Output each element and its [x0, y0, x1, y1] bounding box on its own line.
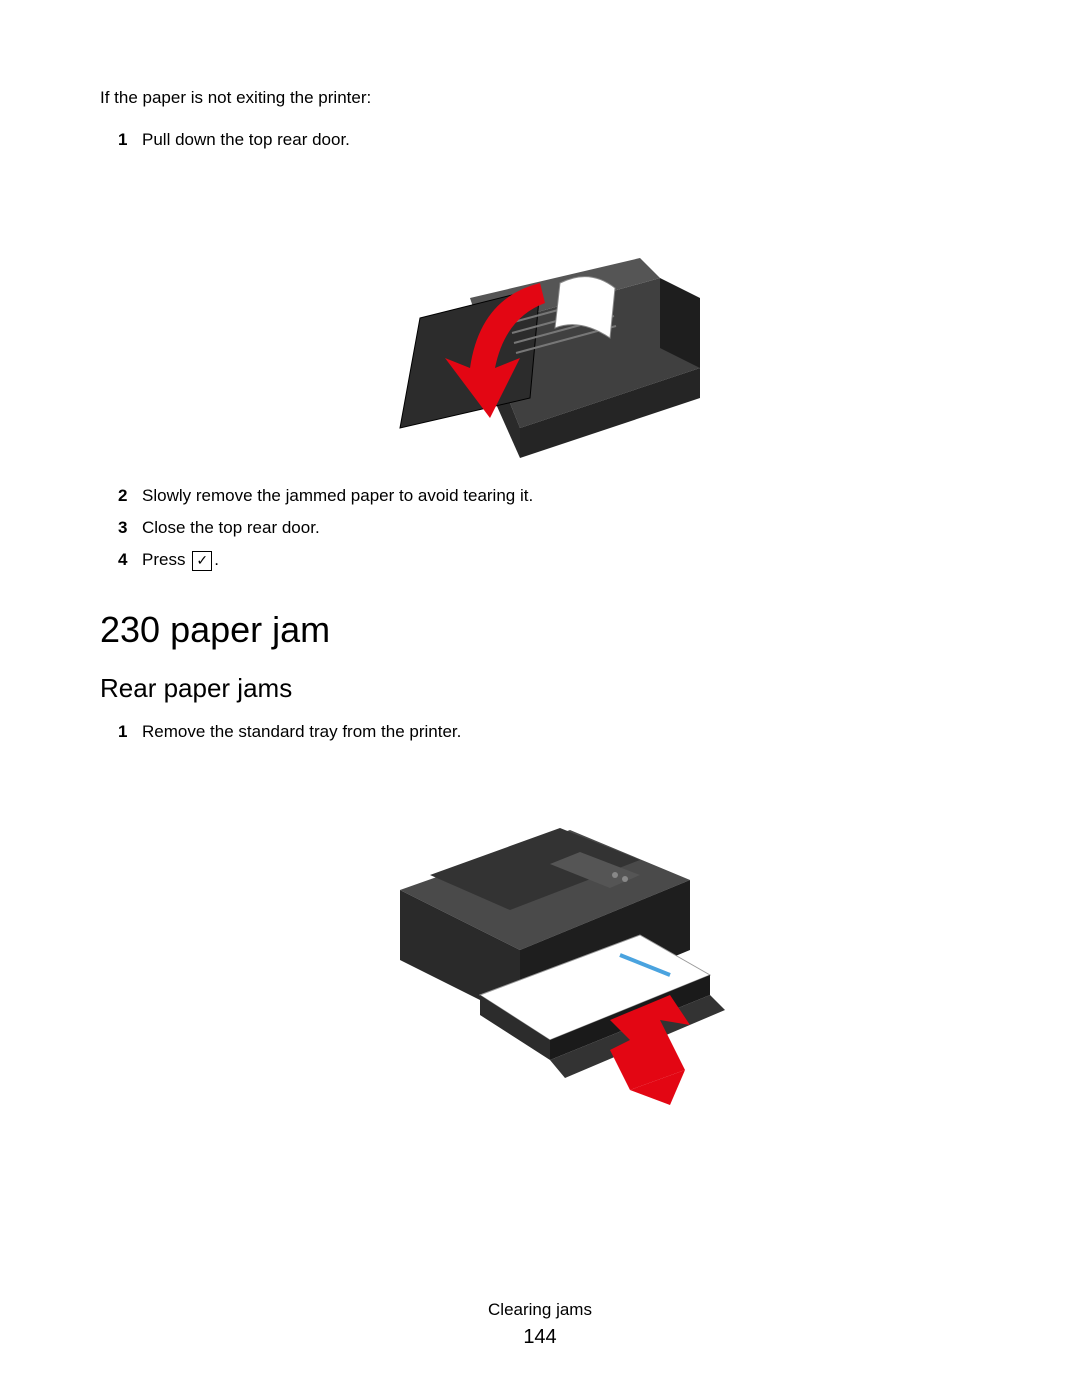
step-text: Press ✓.: [142, 550, 219, 571]
step-a2: 2 Slowly remove the jammed paper to avoi…: [118, 486, 980, 506]
step-text: Remove the standard tray from the printe…: [142, 722, 461, 742]
step-number: 1: [118, 722, 132, 742]
steps-list-a: 1 Pull down the top rear door.: [100, 130, 980, 150]
step-text-suffix: .: [214, 550, 219, 569]
steps-list-a-cont: 2 Slowly remove the jammed paper to avoi…: [100, 486, 980, 571]
check-button-icon: ✓: [192, 551, 212, 571]
page-footer: Clearing jams 144: [0, 1300, 1080, 1349]
step-a4: 4 Press ✓.: [118, 550, 980, 571]
step-b1: 1 Remove the standard tray from the prin…: [118, 722, 980, 742]
page-number: 144: [0, 1326, 1080, 1349]
step-text: Close the top rear door.: [142, 518, 320, 538]
step-a3: 3 Close the top rear door.: [118, 518, 980, 538]
step-number: 4: [118, 550, 132, 570]
printer-tray-svg: [330, 760, 750, 1110]
step-text-prefix: Press: [142, 550, 190, 569]
step-a1: 1 Pull down the top rear door.: [118, 130, 980, 150]
step-text: Slowly remove the jammed paper to avoid …: [142, 486, 533, 506]
figure-1: [100, 168, 980, 458]
intro-text: If the paper is not exiting the printer:: [100, 88, 980, 108]
step-number: 3: [118, 518, 132, 538]
printer-rear-door-svg: [360, 168, 720, 458]
step-number: 1: [118, 130, 132, 150]
footer-section-title: Clearing jams: [0, 1300, 1080, 1320]
figure-2: [100, 760, 980, 1110]
heading-230-paper-jam: 230 paper jam: [100, 609, 980, 651]
heading-rear-paper-jams: Rear paper jams: [100, 673, 980, 704]
step-text: Pull down the top rear door.: [142, 130, 350, 150]
steps-list-b: 1 Remove the standard tray from the prin…: [100, 722, 980, 742]
step-number: 2: [118, 486, 132, 506]
